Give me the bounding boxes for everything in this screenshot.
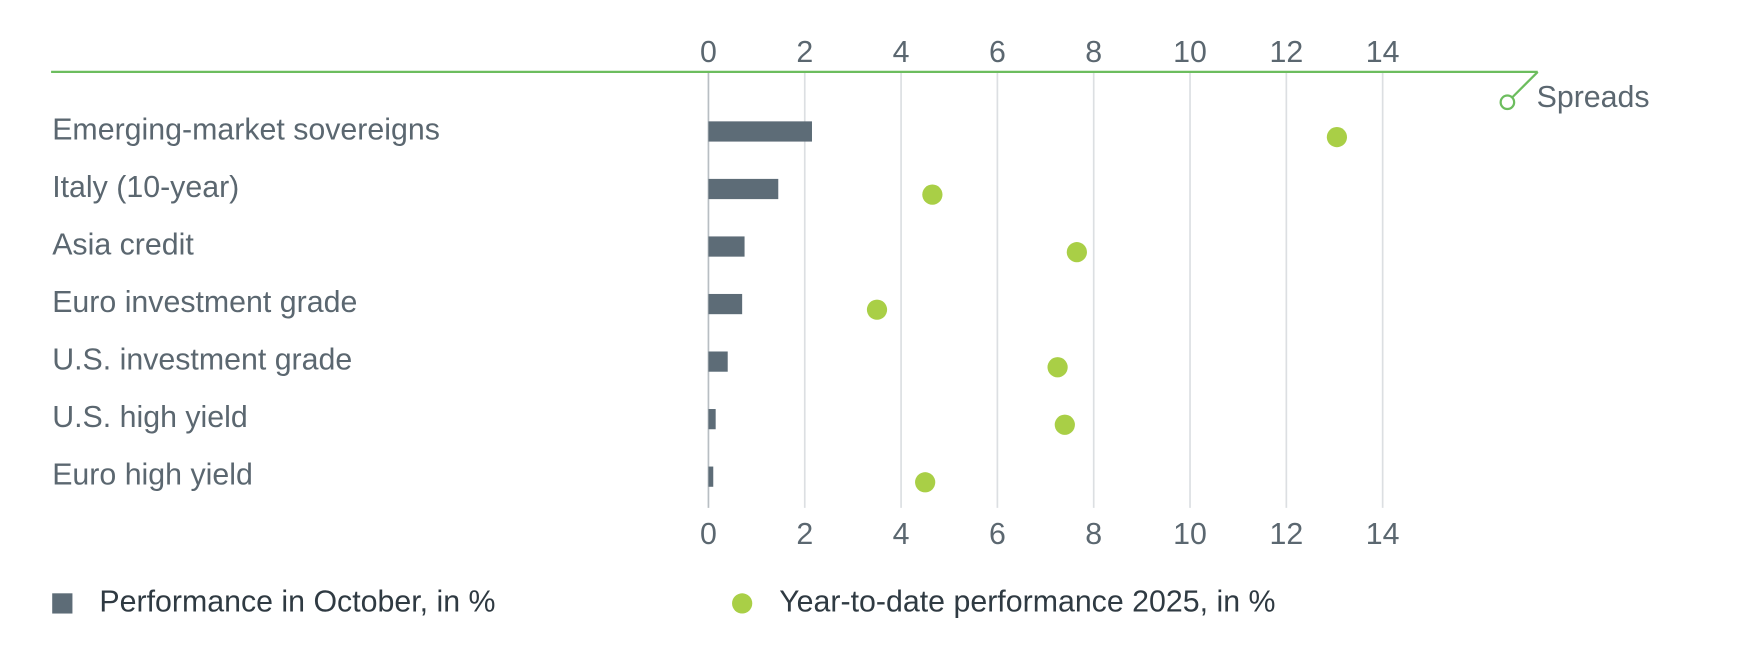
legend-swatch <box>732 593 753 614</box>
bar <box>708 466 714 487</box>
x-tick-label-top: 0 <box>700 36 717 69</box>
x-tick-label-top: 12 <box>1269 36 1303 69</box>
dot <box>1054 414 1075 435</box>
dot <box>1047 357 1068 378</box>
x-tick-label-bottom: 2 <box>796 518 813 551</box>
category-label: Euro high yield <box>52 459 253 492</box>
category-label: Asia credit <box>52 229 194 262</box>
bar <box>708 236 745 257</box>
dot <box>922 184 943 205</box>
category-label: Italy (10-year) <box>52 171 239 204</box>
dot <box>915 472 936 493</box>
category-label: Euro investment grade <box>52 286 357 319</box>
annotation-leader <box>1511 71 1539 99</box>
legend-label: Performance in October, in % <box>99 585 495 618</box>
bar <box>708 178 779 200</box>
x-tick-label-top: 8 <box>1085 36 1102 69</box>
category-label: Emerging-market sovereigns <box>52 113 440 146</box>
annotation: Spreads <box>1537 81 1650 114</box>
x-tick-label-bottom: 6 <box>989 518 1006 551</box>
bar <box>708 409 716 430</box>
dot <box>1066 242 1087 263</box>
legend-label: Year-to-date performance 2025, in % <box>779 585 1275 618</box>
x-tick-label-bottom: 4 <box>893 518 910 551</box>
dot <box>866 299 888 320</box>
x-tick-label-bottom: 10 <box>1173 518 1207 551</box>
x-tick-label-top: 4 <box>893 36 910 69</box>
x-tick-label-bottom: 0 <box>700 518 717 551</box>
x-tick-label-top: 2 <box>796 36 813 69</box>
bar <box>708 121 812 142</box>
bar <box>708 293 743 315</box>
x-tick-label-top: 6 <box>989 36 1006 69</box>
x-tick-label-top: 10 <box>1173 36 1207 69</box>
x-tick-label-bottom: 8 <box>1085 518 1102 551</box>
bar <box>708 351 728 372</box>
category-label: U.S. investment grade <box>52 344 352 377</box>
legend-swatch <box>52 593 73 614</box>
x-tick-label-top: 14 <box>1366 36 1400 69</box>
annotation-marker <box>1499 94 1516 111</box>
category-label: U.S. high yield <box>52 401 248 434</box>
x-tick-label-bottom: 12 <box>1269 518 1303 551</box>
x-tick-label-bottom: 14 <box>1366 518 1400 551</box>
dot <box>1326 126 1348 148</box>
